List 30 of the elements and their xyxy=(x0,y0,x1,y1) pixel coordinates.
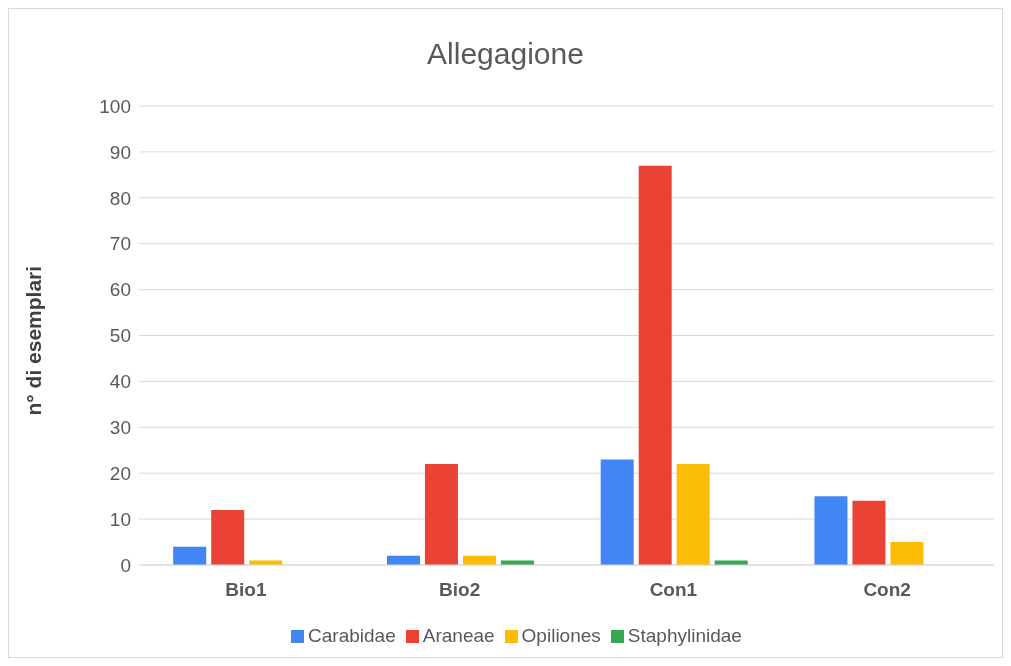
y-tick-label: 10 xyxy=(109,508,131,530)
y-tick-label: 50 xyxy=(109,325,131,347)
bar xyxy=(638,165,672,565)
bar xyxy=(211,509,245,565)
y-tick-label: 0 xyxy=(120,554,131,576)
bar xyxy=(890,542,924,565)
bar xyxy=(676,464,710,565)
y-tick-label: 70 xyxy=(109,233,131,255)
bar xyxy=(600,459,634,565)
y-tick-label: 90 xyxy=(109,141,131,163)
x-tick-label: Bio2 xyxy=(439,579,481,601)
bar xyxy=(852,500,886,565)
legend-label: Staphylinidae xyxy=(627,625,742,646)
bar xyxy=(173,546,207,565)
legend-label: Opiliones xyxy=(521,625,601,646)
y-tick-label: 60 xyxy=(109,279,131,301)
y-tick-label: 80 xyxy=(109,187,131,209)
x-tick-label: Con2 xyxy=(863,579,911,601)
legend-label: Carabidae xyxy=(308,625,396,646)
y-tick-label: 20 xyxy=(109,462,131,484)
chart-title: Allegagione xyxy=(426,37,585,71)
legend-label: Araneae xyxy=(422,625,495,646)
x-tick-label: Bio1 xyxy=(225,579,267,601)
x-tick-label: Con1 xyxy=(649,579,698,601)
bar xyxy=(814,496,848,565)
y-tick-label: 30 xyxy=(109,417,131,439)
y-axis-title: n° di esemplari xyxy=(22,265,46,416)
y-tick-label: 100 xyxy=(99,95,131,117)
y-tick-label: 40 xyxy=(109,371,131,393)
bar xyxy=(424,464,458,565)
